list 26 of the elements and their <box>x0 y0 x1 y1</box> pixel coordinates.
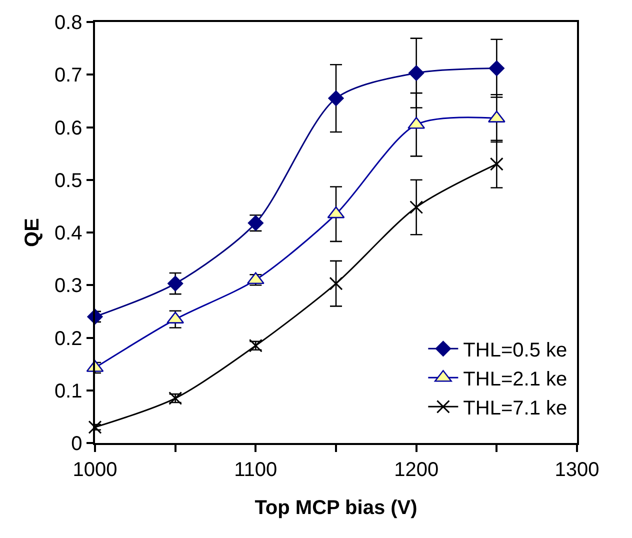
point <box>408 65 424 81</box>
point <box>328 90 344 106</box>
legend-label: THL=0.5 ke <box>463 339 568 362</box>
y-tick-label: 0.8 <box>54 12 82 34</box>
point <box>490 157 504 171</box>
x-tick-label: 1100 <box>234 458 278 481</box>
y-axis-title: QE <box>21 218 44 247</box>
y-tick-label: 0.3 <box>54 275 82 298</box>
point <box>488 60 504 76</box>
point <box>329 276 343 290</box>
point <box>168 276 184 292</box>
y-tick-label: 0.5 <box>54 170 82 192</box>
y-tick-label: 0 <box>71 433 82 455</box>
y-tick-label: 0.7 <box>54 64 82 87</box>
legend-label: THL=2.1 ke <box>463 368 568 390</box>
point <box>88 420 102 434</box>
y-tick-label: 0.4 <box>54 222 82 244</box>
y-tick-label: 0.2 <box>54 328 82 350</box>
x-tick-label: 1000 <box>72 458 118 481</box>
x-tick-label: 1300 <box>554 458 600 481</box>
x-axis-title: Top MCP bias (V) <box>254 496 418 519</box>
y-tick-label: 0.6 <box>54 117 82 140</box>
legend-label: THL=7.1 ke <box>463 397 568 420</box>
point <box>410 200 424 214</box>
x-tick-label: 1200 <box>394 458 439 481</box>
y-tick-label: 0.1 <box>54 380 82 402</box>
